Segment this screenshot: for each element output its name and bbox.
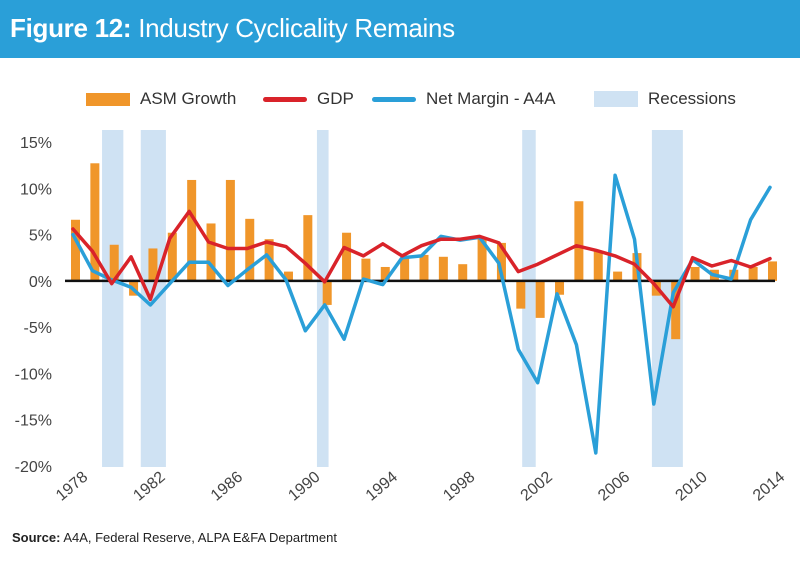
asm-bar (206, 223, 216, 281)
asm-bar (555, 280, 565, 295)
legend-swatch-gdp (263, 96, 307, 102)
net-margin-line (71, 173, 772, 455)
asm-bar (187, 179, 197, 281)
asm-bar (303, 215, 313, 281)
x-tick-label: 2014 (750, 469, 788, 505)
asm-bar (109, 244, 119, 281)
asm-bar (361, 258, 371, 281)
source-text: A4A, Federal Reserve, ALPA E&FA Departme… (63, 530, 337, 545)
legend-swatch-net-margin (372, 96, 416, 102)
asm-bar (400, 257, 410, 281)
legend-label-gdp: GDP (317, 89, 354, 108)
asm-bar (90, 163, 100, 281)
x-tick-label: 2006 (595, 469, 633, 505)
asm-bar (458, 264, 468, 281)
legend-swatch-asm (86, 92, 130, 106)
y-axis-ticks: 15% 10% 5% 0% -5% -10% -15% -20% (15, 135, 52, 476)
x-tick-label: 1994 (363, 469, 401, 505)
asm-bar (613, 271, 623, 281)
asm-bar (496, 242, 506, 281)
asm-bar (593, 251, 603, 281)
recession-band-0 (102, 130, 124, 467)
legend-asm-growth: ASM Growth (86, 86, 236, 112)
x-tick-label: 2010 (673, 469, 711, 505)
y-tick-label: -15% (15, 413, 52, 430)
x-tick-label: 1998 (440, 469, 478, 505)
y-tick-label: -5% (24, 320, 52, 337)
asm-bar (671, 280, 681, 340)
x-axis-ticks: 1978 1982 1986 1990 1994 1998 2002 2006 2010 2014 (53, 469, 788, 505)
source-label: Source: (12, 530, 61, 545)
figure-label: Figure 12: (10, 13, 132, 43)
legend-swatch-recessions (594, 91, 638, 107)
asm-bar (535, 280, 545, 318)
asm-bar (245, 218, 255, 281)
legend-label-recessions: Recessions (648, 89, 736, 108)
y-tick-label: -20% (15, 459, 52, 476)
asm-bar (690, 266, 700, 281)
asm-bar (768, 261, 777, 281)
page-title: Figure 12: Industry Cyclicality Remains (10, 13, 455, 44)
title-banner: Figure 12: Industry Cyclicality Remains (0, 0, 800, 58)
source-note: Source: A4A, Federal Reserve, ALPA E&FA … (12, 530, 337, 545)
asm-bar (477, 238, 487, 281)
x-tick-label: 1982 (130, 469, 168, 505)
y-tick-label: 15% (20, 135, 52, 152)
legend-label-asm: ASM Growth (140, 89, 237, 108)
y-tick-label: 0% (29, 274, 52, 291)
x-tick-label: 2002 (518, 469, 556, 505)
gdp-line (71, 209, 772, 309)
chart-legend: ASM Growth GDP Net Margin - A4A Recessio… (0, 86, 800, 112)
asm-bar (148, 248, 158, 281)
figure-title: Industry Cyclicality Remains (138, 13, 455, 43)
asm-bar (574, 201, 584, 281)
y-tick-label: 10% (20, 181, 52, 198)
legend-net-margin: Net Margin - A4A (372, 86, 555, 112)
recession-band-3 (522, 130, 536, 467)
asm-bar (71, 219, 80, 281)
asm-bar (748, 266, 758, 281)
y-tick-label: 5% (29, 228, 52, 245)
asm-bar (419, 254, 429, 281)
asm-bar (167, 232, 177, 281)
asm-bar (322, 280, 332, 305)
asm-bar (283, 271, 293, 281)
legend-gdp: GDP (263, 86, 354, 112)
x-tick-label: 1986 (208, 469, 246, 505)
asm-bar (225, 179, 235, 281)
asm-bar (380, 266, 390, 281)
x-tick-label: 1990 (285, 469, 323, 505)
y-tick-label: -10% (15, 366, 52, 383)
series-lines (71, 173, 772, 455)
legend-label-net-margin: Net Margin - A4A (426, 89, 556, 108)
asm-bar (438, 256, 448, 281)
x-tick-label: 1978 (53, 469, 91, 505)
legend-recessions: Recessions (594, 86, 736, 112)
asm-bar (516, 280, 526, 309)
asm-bar (342, 232, 352, 281)
